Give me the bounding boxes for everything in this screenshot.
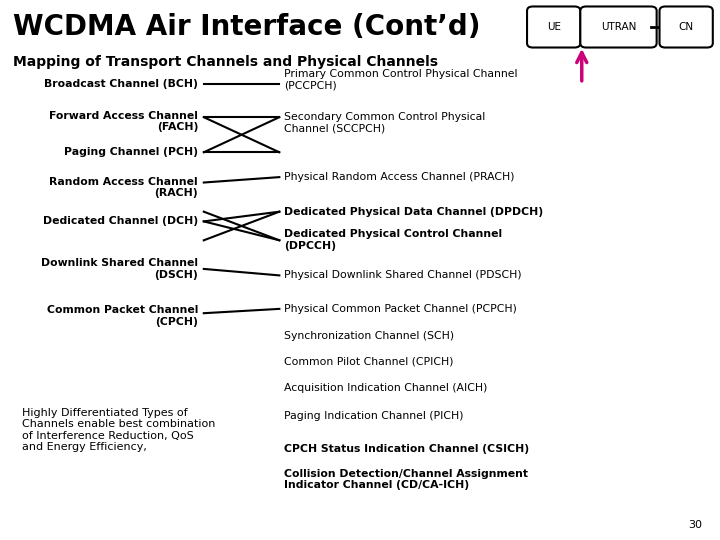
Text: Random Access Channel
(RACH): Random Access Channel (RACH) <box>50 177 198 198</box>
Text: Dedicated Physical Data Channel (DPDCH): Dedicated Physical Data Channel (DPDCH) <box>284 207 544 217</box>
Text: Secondary Common Control Physical
Channel (SCCPCH): Secondary Common Control Physical Channe… <box>284 112 486 133</box>
Text: Physical Random Access Channel (PRACH): Physical Random Access Channel (PRACH) <box>284 172 515 182</box>
FancyBboxPatch shape <box>527 6 580 48</box>
Text: Physical Downlink Shared Channel (PDSCH): Physical Downlink Shared Channel (PDSCH) <box>284 271 522 280</box>
FancyBboxPatch shape <box>580 6 657 48</box>
Text: Acquisition Indication Channel (AICH): Acquisition Indication Channel (AICH) <box>284 383 487 393</box>
Text: Forward Access Channel
(FACH): Forward Access Channel (FACH) <box>49 111 198 132</box>
Text: Paging Indication Channel (PICH): Paging Indication Channel (PICH) <box>284 411 464 421</box>
Text: Synchronization Channel (SCH): Synchronization Channel (SCH) <box>284 331 454 341</box>
FancyBboxPatch shape <box>660 6 713 48</box>
Text: Paging Channel (PCH): Paging Channel (PCH) <box>64 147 198 157</box>
Text: 30: 30 <box>688 520 702 530</box>
Text: Collision Detection/Channel Assignment
Indicator Channel (CD/CA-ICH): Collision Detection/Channel Assignment I… <box>284 469 528 490</box>
Text: Downlink Shared Channel
(DSCH): Downlink Shared Channel (DSCH) <box>41 258 198 280</box>
Text: Broadcast Channel (BCH): Broadcast Channel (BCH) <box>44 79 198 89</box>
Text: Dedicated Physical Control Channel
(DPCCH): Dedicated Physical Control Channel (DPCC… <box>284 230 503 251</box>
Text: CN: CN <box>678 22 694 32</box>
Text: Primary Common Control Physical Channel
(PCCPCH): Primary Common Control Physical Channel … <box>284 69 518 91</box>
Text: UE: UE <box>546 22 561 32</box>
Text: Highly Differentiated Types of
Channels enable best combination
of Interference : Highly Differentiated Types of Channels … <box>22 408 215 453</box>
Text: Common Pilot Channel (CPICH): Common Pilot Channel (CPICH) <box>284 357 454 367</box>
Text: Dedicated Channel (DCH): Dedicated Channel (DCH) <box>43 217 198 226</box>
Text: Mapping of Transport Channels and Physical Channels: Mapping of Transport Channels and Physic… <box>13 55 438 69</box>
Text: WCDMA Air Interface (Cont’d): WCDMA Air Interface (Cont’d) <box>13 14 480 42</box>
Text: UTRAN: UTRAN <box>600 22 636 32</box>
Text: CPCH Status Indication Channel (CSICH): CPCH Status Indication Channel (CSICH) <box>284 444 529 454</box>
Text: Physical Common Packet Channel (PCPCH): Physical Common Packet Channel (PCPCH) <box>284 304 517 314</box>
Text: Common Packet Channel
(CPCH): Common Packet Channel (CPCH) <box>47 305 198 327</box>
